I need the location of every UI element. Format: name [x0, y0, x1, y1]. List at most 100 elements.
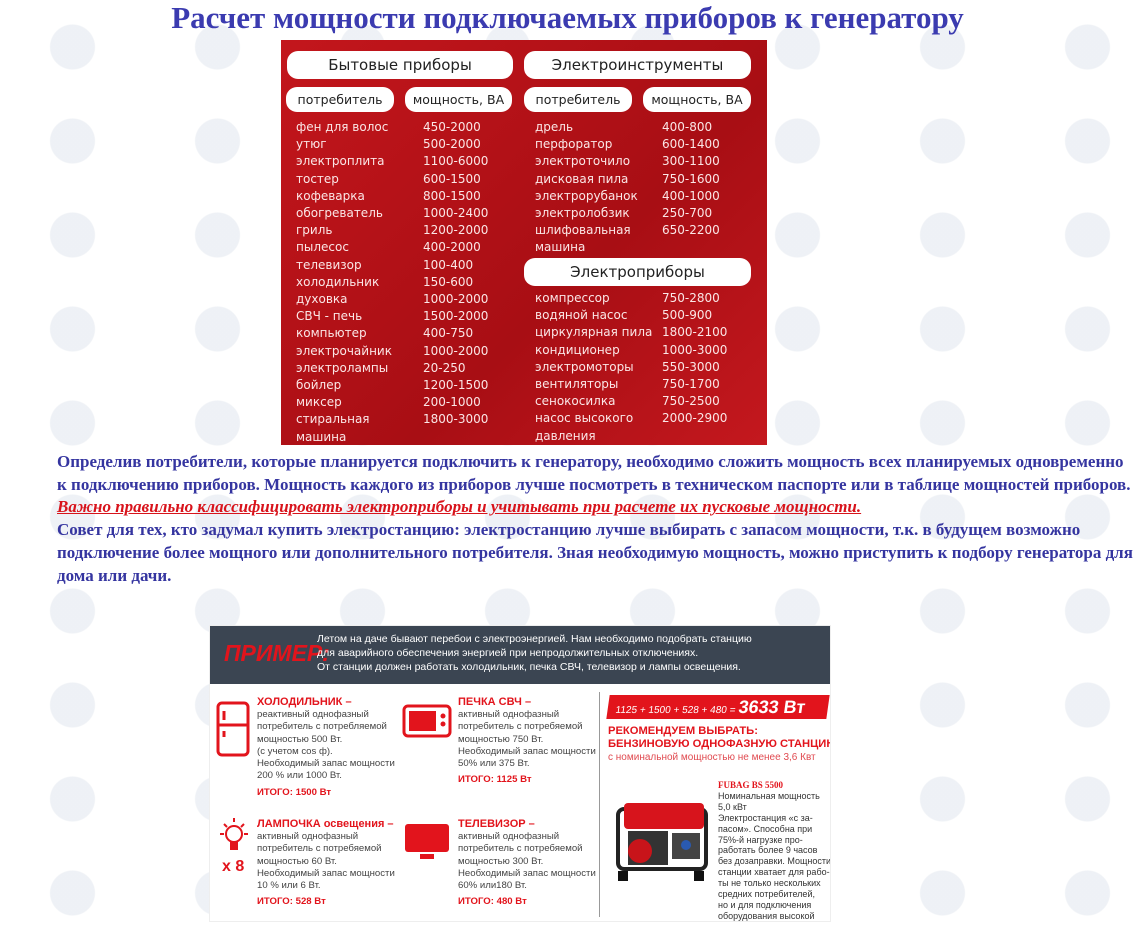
table-row: насос высокого давления 2000-2900 — [535, 410, 727, 444]
generator-text-line: ты не только нескольких — [718, 878, 821, 889]
item-text: потребитель с потребляемой — [257, 721, 387, 733]
item-text: мощностью 60 Вт. — [257, 855, 337, 867]
page-title: Расчет мощности подключаемых приборов к … — [171, 0, 964, 35]
paragraph-1: Определив потребители, которые планирует… — [57, 452, 1131, 494]
item-text: Необходимый запас мощности — [257, 758, 395, 770]
consumer-name: фен для волос — [296, 120, 389, 134]
table-row: бойлер 1200-1500 — [296, 377, 488, 394]
tv-icon — [405, 824, 449, 859]
table-row: утюг 500-2000 — [296, 136, 488, 153]
table-row: пылесос 400-2000 — [296, 239, 488, 256]
table-row: электролобзик 250-700 — [535, 205, 720, 222]
recommend-sub: с номинальной мощностью не менее 3,6 Квт — [608, 752, 816, 763]
table-row: СВЧ - печь 1500-2000 — [296, 308, 488, 325]
table-row: электрорубанок 400-1000 — [535, 188, 720, 205]
power-value: 150-600 — [423, 274, 474, 289]
consumer-name: утюг — [296, 137, 327, 152]
microwave-item: ПЕЧКА СВЧ – активный однофазный потребител… — [458, 696, 596, 787]
warning-text: Важно правильно классифицировать электро… — [57, 497, 862, 517]
item-total: ИТОГО: 528 Вт — [257, 896, 326, 908]
power-value: 1100-6000 — [423, 154, 489, 169]
consumer-name: компрессор — [535, 291, 610, 305]
table-row: циркулярная пила 1800-2100 — [535, 324, 727, 341]
consumer-name: обогреватель — [296, 206, 383, 221]
lamp-item: ЛАМПОЧКА освещения – активный однофазный п… — [257, 818, 395, 909]
consumer-name: перфоратор — [535, 137, 613, 152]
table-row: компрессор 750-2800 — [535, 290, 727, 307]
power-value: 500-2000 — [423, 137, 481, 152]
appliances-list: компрессор 750-2800 водяной насос 500-900 ци… — [535, 290, 727, 445]
generator-model: FUBAG BS 5500 — [718, 780, 784, 790]
consumer-name: духовка — [296, 292, 348, 307]
tools-list: дрель 400-800 перфоратор 600-1400 электроточ… — [535, 119, 720, 257]
generator-text-line: работать более 9 часов — [718, 845, 818, 856]
generator-text-line: но и для подключения — [718, 899, 812, 910]
consumer-name: кондиционер — [535, 342, 620, 357]
table-row: тостер 600-1500 — [296, 171, 488, 188]
example-label: ПРИМЕР: — [224, 640, 330, 666]
item-text: реактивный однофазный — [257, 709, 369, 720]
intro-line: Летом на даче бывают перебои с электроэн… — [317, 633, 752, 645]
power-value: 100-400 — [423, 257, 474, 272]
item-text: мощностью 300 Вт. — [458, 855, 544, 867]
fridge-item: ХОЛОДИЛЬНИК – реактивный однофазный потреб… — [257, 696, 395, 799]
generator-text-line: станции хватает для рабо- — [718, 867, 830, 878]
recommendation: РЕКОМЕНДУЕМ ВЫБРАТЬ: БЕНЗИНОВУЮ ОДНОФАЗН… — [608, 725, 830, 764]
generator-text-line: средних потребителей, — [718, 889, 815, 900]
power-value: 500-900 — [662, 308, 713, 323]
power-value: 1500-2000 — [423, 309, 489, 324]
consumer-name: бойлер — [296, 378, 342, 393]
consumer-name: дрель — [535, 120, 574, 134]
consumer-name: насос высокого давления — [535, 411, 634, 443]
tools-header: Электроинструменты — [524, 51, 751, 79]
consumer-name: электроплита — [296, 154, 385, 169]
consumer-name: сенокосилка — [535, 394, 616, 409]
power-value: 20-250 — [423, 360, 466, 375]
power-value: 400-750 — [423, 326, 474, 341]
divider — [599, 692, 600, 917]
generator-text-line: 5,0 кВт — [718, 801, 747, 812]
intro-line: От станции должен работать холодильник, … — [317, 661, 741, 673]
consumer-name: электромоторы — [535, 359, 634, 374]
power-value: 750-1600 — [662, 171, 720, 186]
table-row: электромоторы 550-3000 — [535, 359, 727, 376]
sum-total: 3633 Вт — [737, 697, 807, 717]
power-value: 1800-3000 — [423, 412, 489, 427]
table-row: гриль 1200-2000 — [296, 222, 488, 239]
item-text: потребитель с потребяемой — [458, 721, 583, 733]
col-consumer: потребитель — [524, 87, 632, 112]
power-value: 1800-2100 — [662, 325, 728, 340]
consumer-name: холодильник — [296, 274, 380, 289]
example-intro: Летом на даче бывают перебои с электроэн… — [317, 632, 752, 674]
household-list: фен для волос 450-2000 утюг 500-2000 электро… — [296, 119, 488, 445]
table-row: вентиляторы 750-1700 — [535, 376, 727, 393]
lamp-multiplier: x 8 — [222, 858, 245, 875]
item-text: активный однофазный — [458, 831, 560, 842]
consumer-name: компьютер — [296, 326, 367, 341]
power-value: 750-2800 — [662, 291, 720, 305]
sum-formula: 1125 + 1500 + 528 + 480 = — [614, 705, 739, 716]
table-row: стиральная машина 1800-3000 — [296, 411, 488, 445]
item-text: Необходимый запас мощности — [458, 745, 596, 757]
col-power: мощность, ВА — [405, 87, 512, 112]
power-value: 600-1500 — [423, 171, 481, 186]
power-value: 400-2000 — [423, 240, 481, 255]
power-value: 1200-2000 — [423, 223, 489, 238]
consumer-name: вентиляторы — [535, 377, 619, 392]
item-text: (с учетом cos ф). — [257, 745, 333, 757]
consumer-name: СВЧ - печь — [296, 309, 363, 324]
table-row: обогреватель 1000-2400 — [296, 205, 488, 222]
table-row: электроточило 300-1100 — [535, 153, 720, 170]
consumer-name: электролампы — [296, 360, 389, 375]
item-text: 10 % или 6 Вт. — [257, 880, 321, 892]
table-row: дрель 400-800 — [535, 119, 720, 136]
explanation-text: Определив потребители, которые планирует… — [57, 451, 1133, 587]
consumer-name: гриль — [296, 223, 333, 238]
generator-image — [616, 803, 708, 881]
item-title: ТЕЛЕВИЗОР – — [458, 818, 535, 830]
table-row: кофеварка 800-1500 — [296, 188, 488, 205]
consumer-name: электрорубанок — [535, 188, 638, 203]
generator-description: FUBAG BS 5500 Номинальная мощность 5,0 кВ… — [718, 780, 830, 921]
table-row: дисковая пила 750-1600 — [535, 171, 720, 188]
power-value: 750-2500 — [662, 394, 720, 409]
